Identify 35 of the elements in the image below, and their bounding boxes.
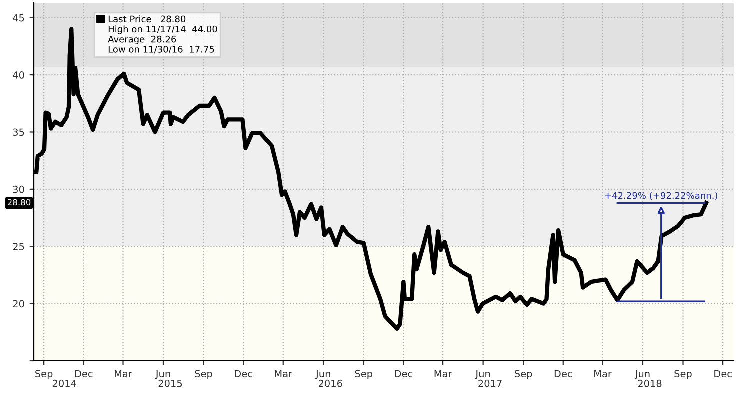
annotation: +42.29% (+92.22%ann.) bbox=[605, 192, 718, 200]
x-tick-label: Sep bbox=[355, 370, 373, 380]
text: 28.80 bbox=[8, 199, 31, 206]
y-tick-label: 30 bbox=[13, 186, 24, 194]
x-tick-label: Mar bbox=[115, 370, 132, 378]
x2-tick-label: 2018 bbox=[638, 380, 662, 388]
x-tick-label: Mar bbox=[275, 370, 293, 378]
x-tick-label: Sep bbox=[674, 370, 692, 380]
x2-tick-label: 2014 bbox=[52, 380, 76, 388]
x-tick-label: Jun bbox=[634, 370, 650, 380]
x-tick-label: Jun bbox=[475, 370, 490, 380]
x-tick-label: Dec bbox=[235, 370, 252, 378]
x-tick-label: Mar bbox=[594, 370, 612, 378]
y-tick-label: 20 bbox=[13, 300, 24, 308]
x-tick-label: Sep bbox=[36, 370, 53, 380]
x-tick-label: Dec bbox=[395, 370, 412, 378]
x-tick-label: Sep bbox=[195, 370, 212, 380]
y-tick-label: 35 bbox=[13, 128, 24, 136]
x-tick-label: Jun bbox=[155, 370, 170, 380]
annotation: Average 28.26 bbox=[108, 36, 176, 45]
annotation: High on 11/17/14 44.00 bbox=[108, 26, 218, 34]
y-tick-label: 45 bbox=[13, 14, 24, 22]
y-tick-label: 40 bbox=[13, 72, 24, 79]
y-tick-label: 25 bbox=[13, 243, 24, 250]
legend-label: Last Price 28.80 bbox=[108, 16, 186, 23]
x2-tick-label: 2017 bbox=[478, 380, 502, 388]
x2-tick-label: 2015 bbox=[158, 380, 182, 388]
x-tick-label: Mar bbox=[434, 370, 452, 378]
x-tick-label: Dec bbox=[554, 370, 572, 378]
x2-tick-label: 2016 bbox=[318, 380, 342, 388]
annotation: Low on 11/30/16 17.75 bbox=[108, 46, 214, 54]
x-tick-label: Dec bbox=[714, 370, 732, 378]
x-tick-label: Jun bbox=[316, 370, 330, 380]
x-tick-label: Sep bbox=[515, 370, 532, 380]
x-tick-label: Dec bbox=[75, 370, 93, 378]
